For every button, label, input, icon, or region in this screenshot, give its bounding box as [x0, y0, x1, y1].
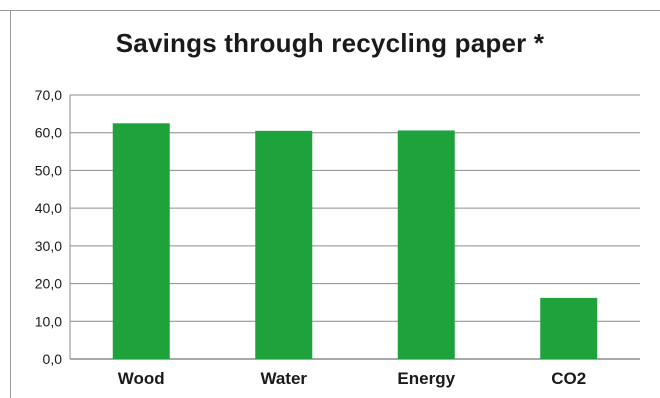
x-category-label: CO2 — [551, 369, 586, 388]
bar-energy — [397, 130, 455, 359]
y-tick-label: 0,0 — [43, 351, 63, 367]
y-tick-label: 70,0 — [35, 87, 62, 103]
x-category-label: Energy — [397, 369, 455, 388]
y-tick-label: 40,0 — [35, 200, 62, 216]
bar-wood — [112, 123, 170, 360]
frame-border-top — [0, 10, 660, 11]
label-layer: 0,0 10,0 20,0 30,0 40,0 50,0 60,0 70,0 Wood Water… — [35, 87, 586, 388]
y-tick-label: 30,0 — [35, 238, 62, 254]
bar-water — [255, 130, 313, 359]
bar-co2 — [540, 297, 598, 359]
frame-border-left — [10, 10, 11, 398]
y-tick-label: 20,0 — [35, 276, 62, 292]
y-tick-label: 10,0 — [35, 313, 62, 329]
bar-layer — [112, 123, 598, 360]
y-tick-label: 50,0 — [35, 162, 62, 178]
chart-title: Savings through recycling paper * — [115, 28, 545, 58]
y-tick-label: 60,0 — [35, 125, 62, 141]
x-category-label: Water — [260, 369, 307, 388]
x-category-label: Wood — [118, 369, 165, 388]
